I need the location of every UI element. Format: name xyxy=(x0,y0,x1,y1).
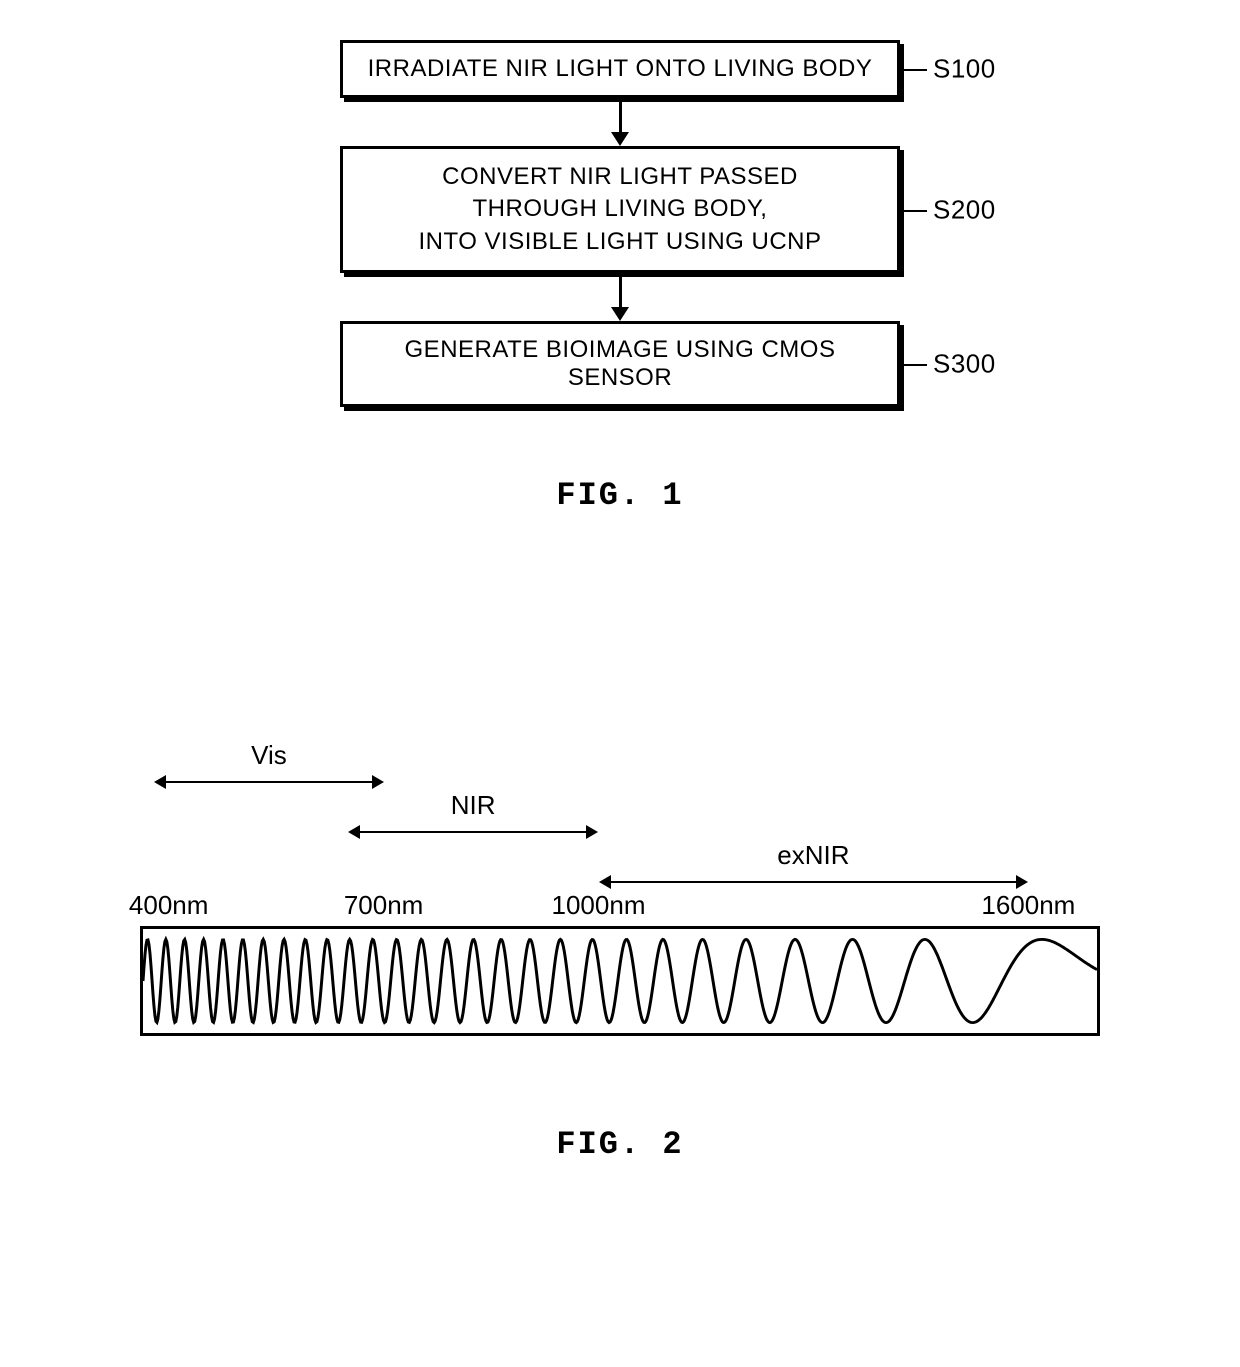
tick-label: 400nm xyxy=(129,890,209,921)
spectrum-ranges: Vis NIRexNIR xyxy=(140,740,1100,890)
spectrum-range: Vis xyxy=(154,740,383,789)
flowchart-step: CONVERT NIR LIGHT PASSEDTHROUGH LIVING B… xyxy=(210,146,1030,273)
fig1-caption: FIG. 1 xyxy=(210,477,1030,514)
figure-1: IRRADIATE NIR LIGHT ONTO LIVING BODYS100… xyxy=(210,40,1030,514)
connector-line xyxy=(901,69,927,71)
range-label: exNIR xyxy=(599,840,1029,871)
wave-path xyxy=(143,939,1097,1022)
flowchart-step: GENERATE BIOIMAGE USING CMOS SENSORS300 xyxy=(210,321,1030,407)
connector-line xyxy=(901,210,927,212)
tick-label: 1600nm xyxy=(981,890,1075,921)
arrow-down-icon xyxy=(611,273,629,321)
range-label: Vis xyxy=(154,740,383,771)
step-label: S200 xyxy=(933,192,996,227)
flowchart-box: CONVERT NIR LIGHT PASSEDTHROUGH LIVING B… xyxy=(340,146,900,273)
spectrum-range: NIR xyxy=(348,790,599,839)
spectrum-box xyxy=(140,926,1100,1036)
spectrum-wave xyxy=(143,929,1097,1033)
tick-label: 1000nm xyxy=(552,890,646,921)
arrow-down-icon xyxy=(611,98,629,146)
flowchart-box: GENERATE BIOIMAGE USING CMOS SENSORS300 xyxy=(340,321,900,407)
step-label: S100 xyxy=(933,54,996,85)
double-arrow-icon xyxy=(599,875,1029,889)
tick-label: 700nm xyxy=(344,890,424,921)
flowchart-box: IRRADIATE NIR LIGHT ONTO LIVING BODYS100 xyxy=(340,40,900,98)
spectrum-tick-labels: 400nm700nm1000nm1600nm xyxy=(140,890,1100,926)
range-label: NIR xyxy=(348,790,599,821)
double-arrow-icon xyxy=(154,775,383,789)
flowchart-step: IRRADIATE NIR LIGHT ONTO LIVING BODYS100 xyxy=(210,40,1030,98)
connector-line xyxy=(901,364,927,366)
fig2-caption: FIG. 2 xyxy=(140,1126,1100,1163)
figure-2: VisNIRexNIR 400nm700nm1000nm1600nm FIG. … xyxy=(140,740,1100,1163)
step-label: S300 xyxy=(933,349,996,380)
spectrum-range: exNIR xyxy=(599,840,1029,889)
flowchart: IRRADIATE NIR LIGHT ONTO LIVING BODYS100… xyxy=(210,40,1030,407)
double-arrow-icon xyxy=(348,825,599,839)
